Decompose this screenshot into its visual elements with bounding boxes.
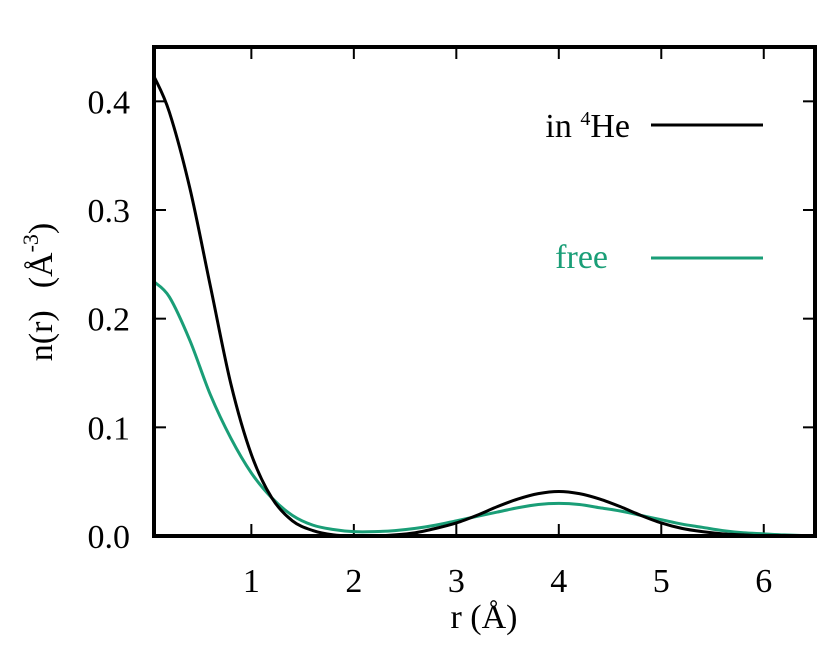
- tick-labels-layer: 1 2 3 4 5 6 0.0 0.1 0.2 0.3 0.4: [88, 84, 773, 600]
- x-tick-label: 6: [755, 563, 772, 600]
- x-tick-label: 4: [550, 563, 567, 600]
- legend-in-suffix: He: [590, 108, 630, 145]
- legend: in 4He free: [545, 108, 763, 276]
- y-axis-title-unit-open: (Å: [23, 252, 60, 288]
- y-axis-title-unit-close: ): [23, 223, 60, 234]
- series-line-in-4he: [152, 75, 815, 538]
- legend-in-superscript: 4: [580, 108, 590, 130]
- y-tick-label: 0.4: [88, 84, 131, 121]
- x-tick-label: 5: [653, 563, 670, 600]
- y-axis-title-exponent: -3: [18, 234, 43, 252]
- x-tick-label: 1: [243, 563, 260, 600]
- x-tick-label: 2: [345, 563, 362, 600]
- plot-frame: [152, 45, 817, 538]
- series-line-free: [152, 280, 816, 538]
- legend-label-in-4he: in 4He: [545, 108, 630, 145]
- curves-layer: [152, 75, 816, 538]
- y-tick-label: 0.1: [88, 410, 131, 447]
- y-tick-label: 0.3: [88, 193, 131, 230]
- x-axis-title: r (Å): [450, 599, 517, 636]
- x-tick-label: 3: [448, 563, 465, 600]
- y-axis-title-main: n(r): [23, 310, 60, 361]
- legend-in-prefix: in: [545, 108, 580, 145]
- y-tick-label: 0.0: [88, 519, 131, 556]
- y-tick-label: 0.2: [88, 302, 131, 339]
- legend-label-free: free: [555, 239, 608, 276]
- y-axis-title: n(r) (Å-3): [18, 223, 60, 362]
